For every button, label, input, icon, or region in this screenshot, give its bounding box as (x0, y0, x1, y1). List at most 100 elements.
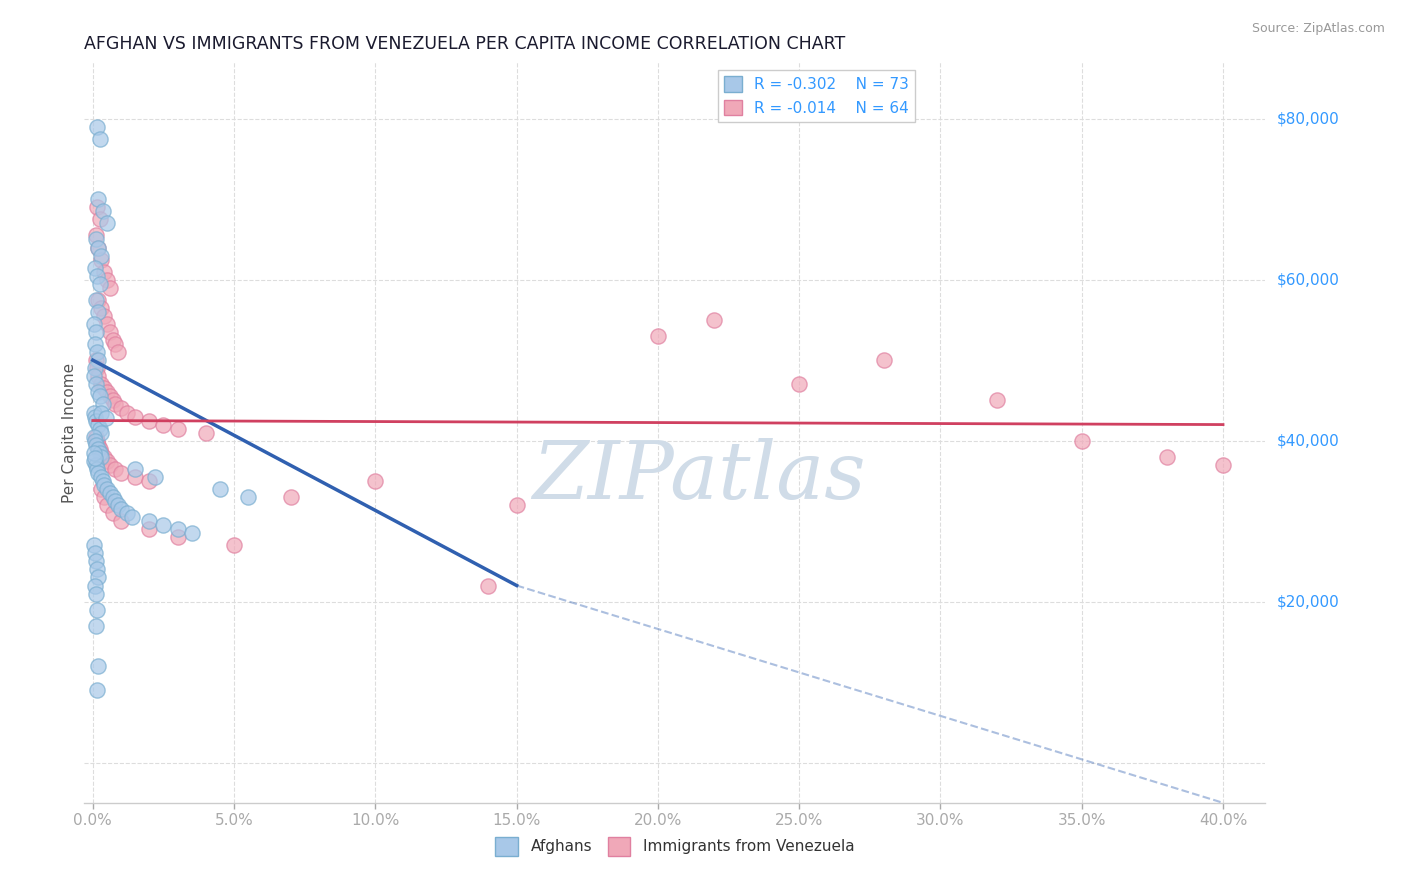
Point (107, 498, 129, 512)
Point (703, 313, 725, 327)
Point (90, 377, 112, 392)
Point (84, 293, 107, 307)
Point (83, 405, 105, 419)
Point (84, 434, 107, 448)
Point (87, 385, 110, 400)
Y-axis label: Per Capita Income: Per Capita Income (62, 362, 77, 503)
Text: Source: ZipAtlas.com: Source: ZipAtlas.com (1251, 22, 1385, 36)
Point (98, 325, 121, 339)
Text: $80,000: $80,000 (1277, 112, 1340, 127)
Point (90, 252, 112, 267)
Point (87, 293, 110, 307)
Point (180, 526, 202, 541)
Point (1212, 458, 1234, 472)
Point (86, 562, 108, 576)
Point (166, 522, 188, 536)
Point (89, 277, 111, 291)
Point (194, 425, 217, 440)
Point (121, 510, 143, 524)
Point (91, 474, 114, 488)
Point (101, 506, 124, 520)
Text: AFGHAN VS IMMIGRANTS FROM VENEZUELA PER CAPITA INCOME CORRELATION CHART: AFGHAN VS IMMIGRANTS FROM VENEZUELA PER … (84, 35, 845, 53)
Point (90, 470, 112, 484)
Point (98, 458, 121, 472)
Point (138, 474, 160, 488)
Point (93, 381, 115, 395)
Point (86, 361, 108, 376)
Point (98, 281, 121, 295)
Point (93, 450, 115, 464)
Text: $20,000: $20,000 (1277, 594, 1340, 609)
Point (87, 192, 110, 206)
Point (83, 454, 105, 468)
Point (86, 200, 108, 214)
Point (96, 482, 118, 496)
Point (1070, 434, 1092, 448)
Point (1156, 450, 1178, 464)
Point (86, 345, 108, 359)
Point (90, 450, 112, 464)
Point (84, 578, 107, 592)
Point (83, 317, 105, 331)
Point (89, 132, 111, 146)
Point (84, 361, 107, 376)
Point (87, 438, 110, 452)
Point (87, 442, 110, 456)
Point (90, 425, 112, 440)
Point (93, 478, 115, 492)
Point (86, 462, 108, 476)
Legend: Afghans, Immigrants from Venezuela: Afghans, Immigrants from Venezuela (489, 831, 860, 862)
Point (96, 498, 118, 512)
Point (104, 462, 127, 476)
Point (98, 389, 121, 403)
Point (83, 430, 105, 444)
Point (477, 578, 499, 592)
Point (84, 430, 107, 444)
Point (87, 570, 110, 584)
Point (83, 538, 105, 552)
Point (87, 353, 110, 368)
Point (87, 466, 110, 480)
Point (84, 619, 107, 633)
Point (84, 353, 107, 368)
Text: $60,000: $60,000 (1277, 272, 1340, 287)
Point (90, 301, 112, 315)
Point (124, 470, 146, 484)
Point (84, 546, 107, 560)
Point (89, 446, 111, 460)
Point (101, 333, 124, 347)
Point (89, 421, 111, 435)
Point (124, 409, 146, 424)
Point (110, 514, 132, 528)
Point (104, 494, 127, 508)
Point (115, 405, 138, 419)
Point (96, 385, 118, 400)
Point (364, 474, 387, 488)
Point (87, 305, 110, 319)
Point (107, 345, 129, 359)
Point (91, 397, 114, 411)
Text: ZIPatlas: ZIPatlas (531, 438, 865, 516)
Point (166, 421, 188, 435)
Point (83, 369, 105, 384)
Point (90, 482, 112, 496)
Point (84, 438, 107, 452)
Point (86, 120, 108, 134)
Point (104, 337, 127, 351)
Point (84, 260, 107, 275)
Point (84, 554, 107, 568)
Text: $40,000: $40,000 (1277, 434, 1340, 448)
Point (104, 397, 127, 411)
Point (94, 411, 117, 425)
Point (138, 514, 160, 528)
Point (505, 498, 527, 512)
Point (84, 377, 107, 392)
Point (87, 659, 110, 673)
Point (84, 458, 107, 472)
Point (124, 462, 146, 476)
Point (96, 216, 118, 230)
Point (87, 369, 110, 384)
Point (101, 393, 124, 408)
Point (110, 466, 132, 480)
Point (93, 309, 115, 323)
